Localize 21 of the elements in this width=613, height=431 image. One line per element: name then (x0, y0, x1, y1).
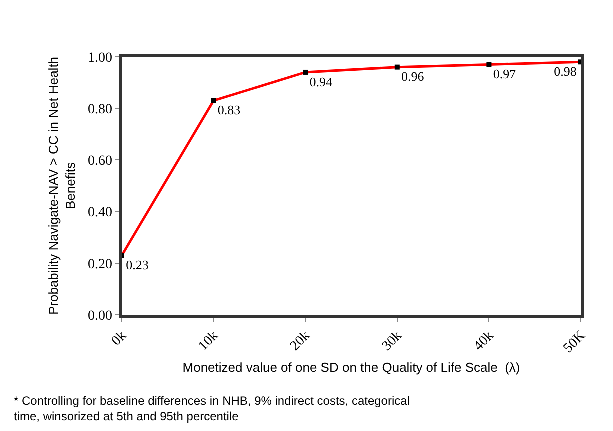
x-tick-label: 40k (472, 328, 497, 354)
y-tick-label: 0.20 (88, 257, 112, 272)
y-tick-label: 0.40 (88, 206, 112, 221)
data-label: 0.96 (402, 69, 425, 84)
y-axis-title: Probability Navigate-NAV > CC in Net Health Benefits (46, 56, 78, 316)
data-label: 0.98 (554, 64, 577, 80)
x-tick-label: 0k (109, 328, 130, 350)
y-tick-label: 0.60 (88, 154, 112, 170)
x-axis-title: Monetized value of one SD on the Quality of Life Scale (λ) (182, 360, 520, 375)
x-tick-label: 10k (196, 328, 222, 354)
y-tick-label: 1.00 (88, 50, 112, 66)
x-tick-label: 20k (288, 328, 314, 354)
data-label: 0.94 (310, 74, 333, 90)
x-tick-label: 50K (561, 328, 589, 356)
x-tick-label: 30k (380, 328, 406, 354)
text: * Controlling for baseline differences in NHB, 9% indirect costs, categorical time, winsorized at 5th and 95th percentile (14, 394, 410, 424)
data-label: 0.23 (126, 258, 149, 273)
y-tick-label: 0.80 (88, 102, 112, 118)
data-label: 0.97 (493, 66, 517, 82)
y-tick-label: 0.00 (88, 308, 112, 324)
data-label: 0.83 (218, 102, 241, 118)
